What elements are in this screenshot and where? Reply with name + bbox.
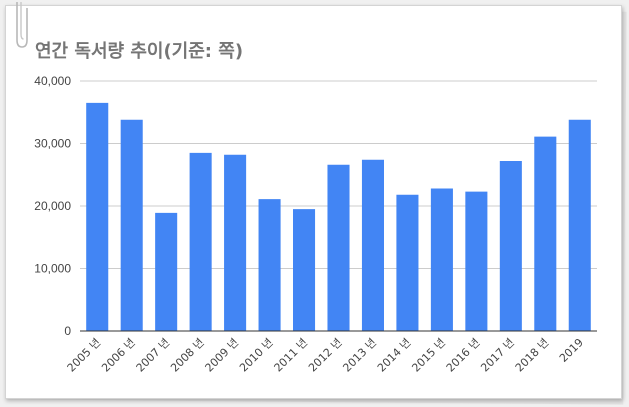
bar bbox=[327, 164, 350, 331]
x-tick-label: 2018 년 bbox=[513, 336, 552, 375]
x-tick-label: 2014 년 bbox=[375, 336, 414, 375]
x-tick-label: 2010 년 bbox=[237, 336, 276, 375]
chart-title: 연간 독서량 추이(기준: 쪽) bbox=[35, 41, 244, 62]
x-tick-label: 2007 년 bbox=[134, 336, 173, 375]
x-tick-label: 2005 년 bbox=[65, 336, 104, 375]
bar bbox=[568, 119, 591, 331]
y-tick-label: 0 bbox=[64, 324, 71, 338]
y-tick-label: 10,000 bbox=[34, 262, 71, 276]
bar bbox=[258, 199, 281, 331]
paperclip-icon bbox=[16, 2, 28, 48]
x-tick-label: 2011 년 bbox=[272, 336, 311, 375]
bar bbox=[86, 102, 109, 331]
x-tick-label: 2015 년 bbox=[409, 336, 448, 375]
x-tick-label: 2012 년 bbox=[306, 336, 345, 375]
bar bbox=[293, 209, 316, 331]
bar bbox=[534, 136, 557, 331]
bars bbox=[86, 102, 591, 331]
x-tick-label: 2009 년 bbox=[203, 336, 242, 375]
bar bbox=[396, 194, 419, 331]
bar bbox=[155, 212, 178, 331]
y-tick-label: 40,000 bbox=[34, 74, 71, 88]
bar bbox=[499, 161, 522, 331]
x-tick-label: 2017 년 bbox=[478, 336, 517, 375]
x-tick-label: 2013 년 bbox=[340, 336, 379, 375]
bar bbox=[430, 188, 453, 331]
bar bbox=[361, 159, 384, 331]
bar bbox=[224, 154, 247, 331]
x-tick-label: 2016 년 bbox=[444, 336, 483, 375]
x-tick-label: 2019 bbox=[557, 336, 586, 365]
y-tick-label: 20,000 bbox=[34, 199, 71, 213]
x-tick-label: 2008 년 bbox=[168, 336, 207, 375]
y-tick-label: 30,000 bbox=[34, 137, 71, 151]
bar bbox=[189, 152, 212, 331]
bar bbox=[120, 119, 143, 331]
x-tick-label: 2006 년 bbox=[99, 336, 138, 375]
bar bbox=[465, 191, 488, 331]
